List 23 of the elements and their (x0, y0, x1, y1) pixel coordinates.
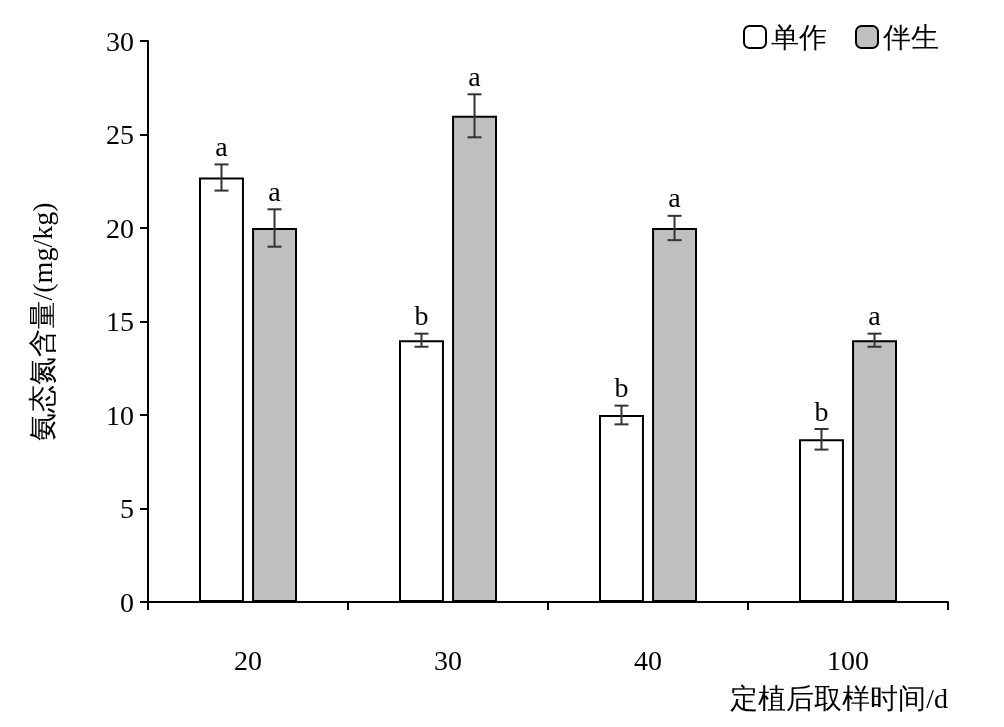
y-tick-label: 15 (106, 306, 134, 337)
annotation: b (614, 372, 629, 404)
x-tick-label: 30 (434, 644, 462, 676)
x-tick-label: 20 (234, 644, 262, 676)
y-tick-label: 0 (120, 586, 134, 618)
annotation: b (814, 395, 829, 427)
y-tick-label: 10 (106, 399, 134, 431)
annotation: b (414, 300, 429, 332)
y-tick-label: 20 (106, 212, 134, 244)
annotation: a (868, 300, 882, 332)
y-tick-label: 5 (120, 493, 134, 524)
annotation: a (468, 60, 482, 92)
y-tick-label: 25 (106, 119, 134, 150)
x-axis-title: 定植后取样时间/d (730, 682, 948, 714)
x-tick-label: 40 (634, 644, 662, 676)
y-tick-label: 30 (106, 25, 134, 57)
y-axis-title: 氨态氮含量/(mg/kg) (26, 202, 58, 441)
annotation: a (215, 130, 229, 162)
annotation: a (268, 175, 282, 207)
legend-label: 单作 (771, 21, 827, 53)
legend-label: 伴生 (883, 21, 939, 53)
annotation: a (668, 182, 682, 214)
x-tick-label: 100 (827, 644, 869, 676)
